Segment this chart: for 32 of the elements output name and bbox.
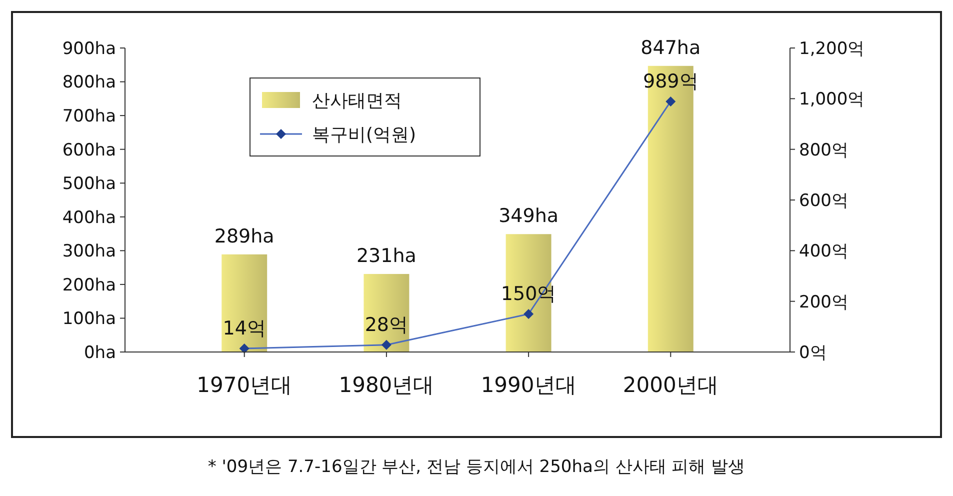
y-tick-label: 500ha [62, 174, 116, 194]
y-tick-label: 400ha [62, 208, 116, 228]
text: * '09년은 7.7-16일간 부산, 전남 등지에서 250ha의 산사태 피해 발생 [208, 457, 746, 477]
y2-tick-label: 800억 [799, 140, 848, 160]
bar [364, 274, 410, 352]
x-tick-label: 1990년대 [480, 373, 576, 397]
y2-tick-label: 600억 [799, 190, 848, 211]
y2-tick-label: 1,000억 [799, 90, 865, 110]
y-tick-label: 0ha [84, 342, 116, 363]
data-label: 28억 [364, 314, 408, 336]
y2-tick-label: 400억 [799, 242, 848, 262]
y-tick-label: 900ha [62, 38, 116, 59]
data-label: 14억 [222, 317, 266, 340]
x-tick-label: 1970년대 [196, 373, 292, 397]
data-label: 289ha [214, 225, 274, 248]
y2-tick-label: 200억 [799, 292, 848, 312]
legend-label: 산사태면적 [312, 90, 402, 112]
x-tick-label: 1980년대 [338, 373, 434, 397]
x-tick-label: 2000년대 [622, 373, 718, 397]
y2-tick-label: 0억 [799, 342, 827, 363]
y-tick-label: 200ha [62, 275, 116, 296]
data-label: 231ha [356, 244, 416, 267]
data-label: 349ha [498, 205, 559, 228]
y-tick-label: 700ha [62, 106, 116, 127]
y-tick-label: 600ha [62, 140, 116, 160]
legend-label: 복구비(억원) [312, 124, 416, 146]
y-tick-label: 100ha [62, 309, 116, 330]
bar [222, 254, 268, 352]
y2-tick-label: 1,200억 [799, 38, 865, 59]
y-tick-label: 300ha [62, 242, 116, 262]
data-label: 847ha [640, 36, 701, 59]
y-tick-label: 800ha [62, 72, 116, 93]
